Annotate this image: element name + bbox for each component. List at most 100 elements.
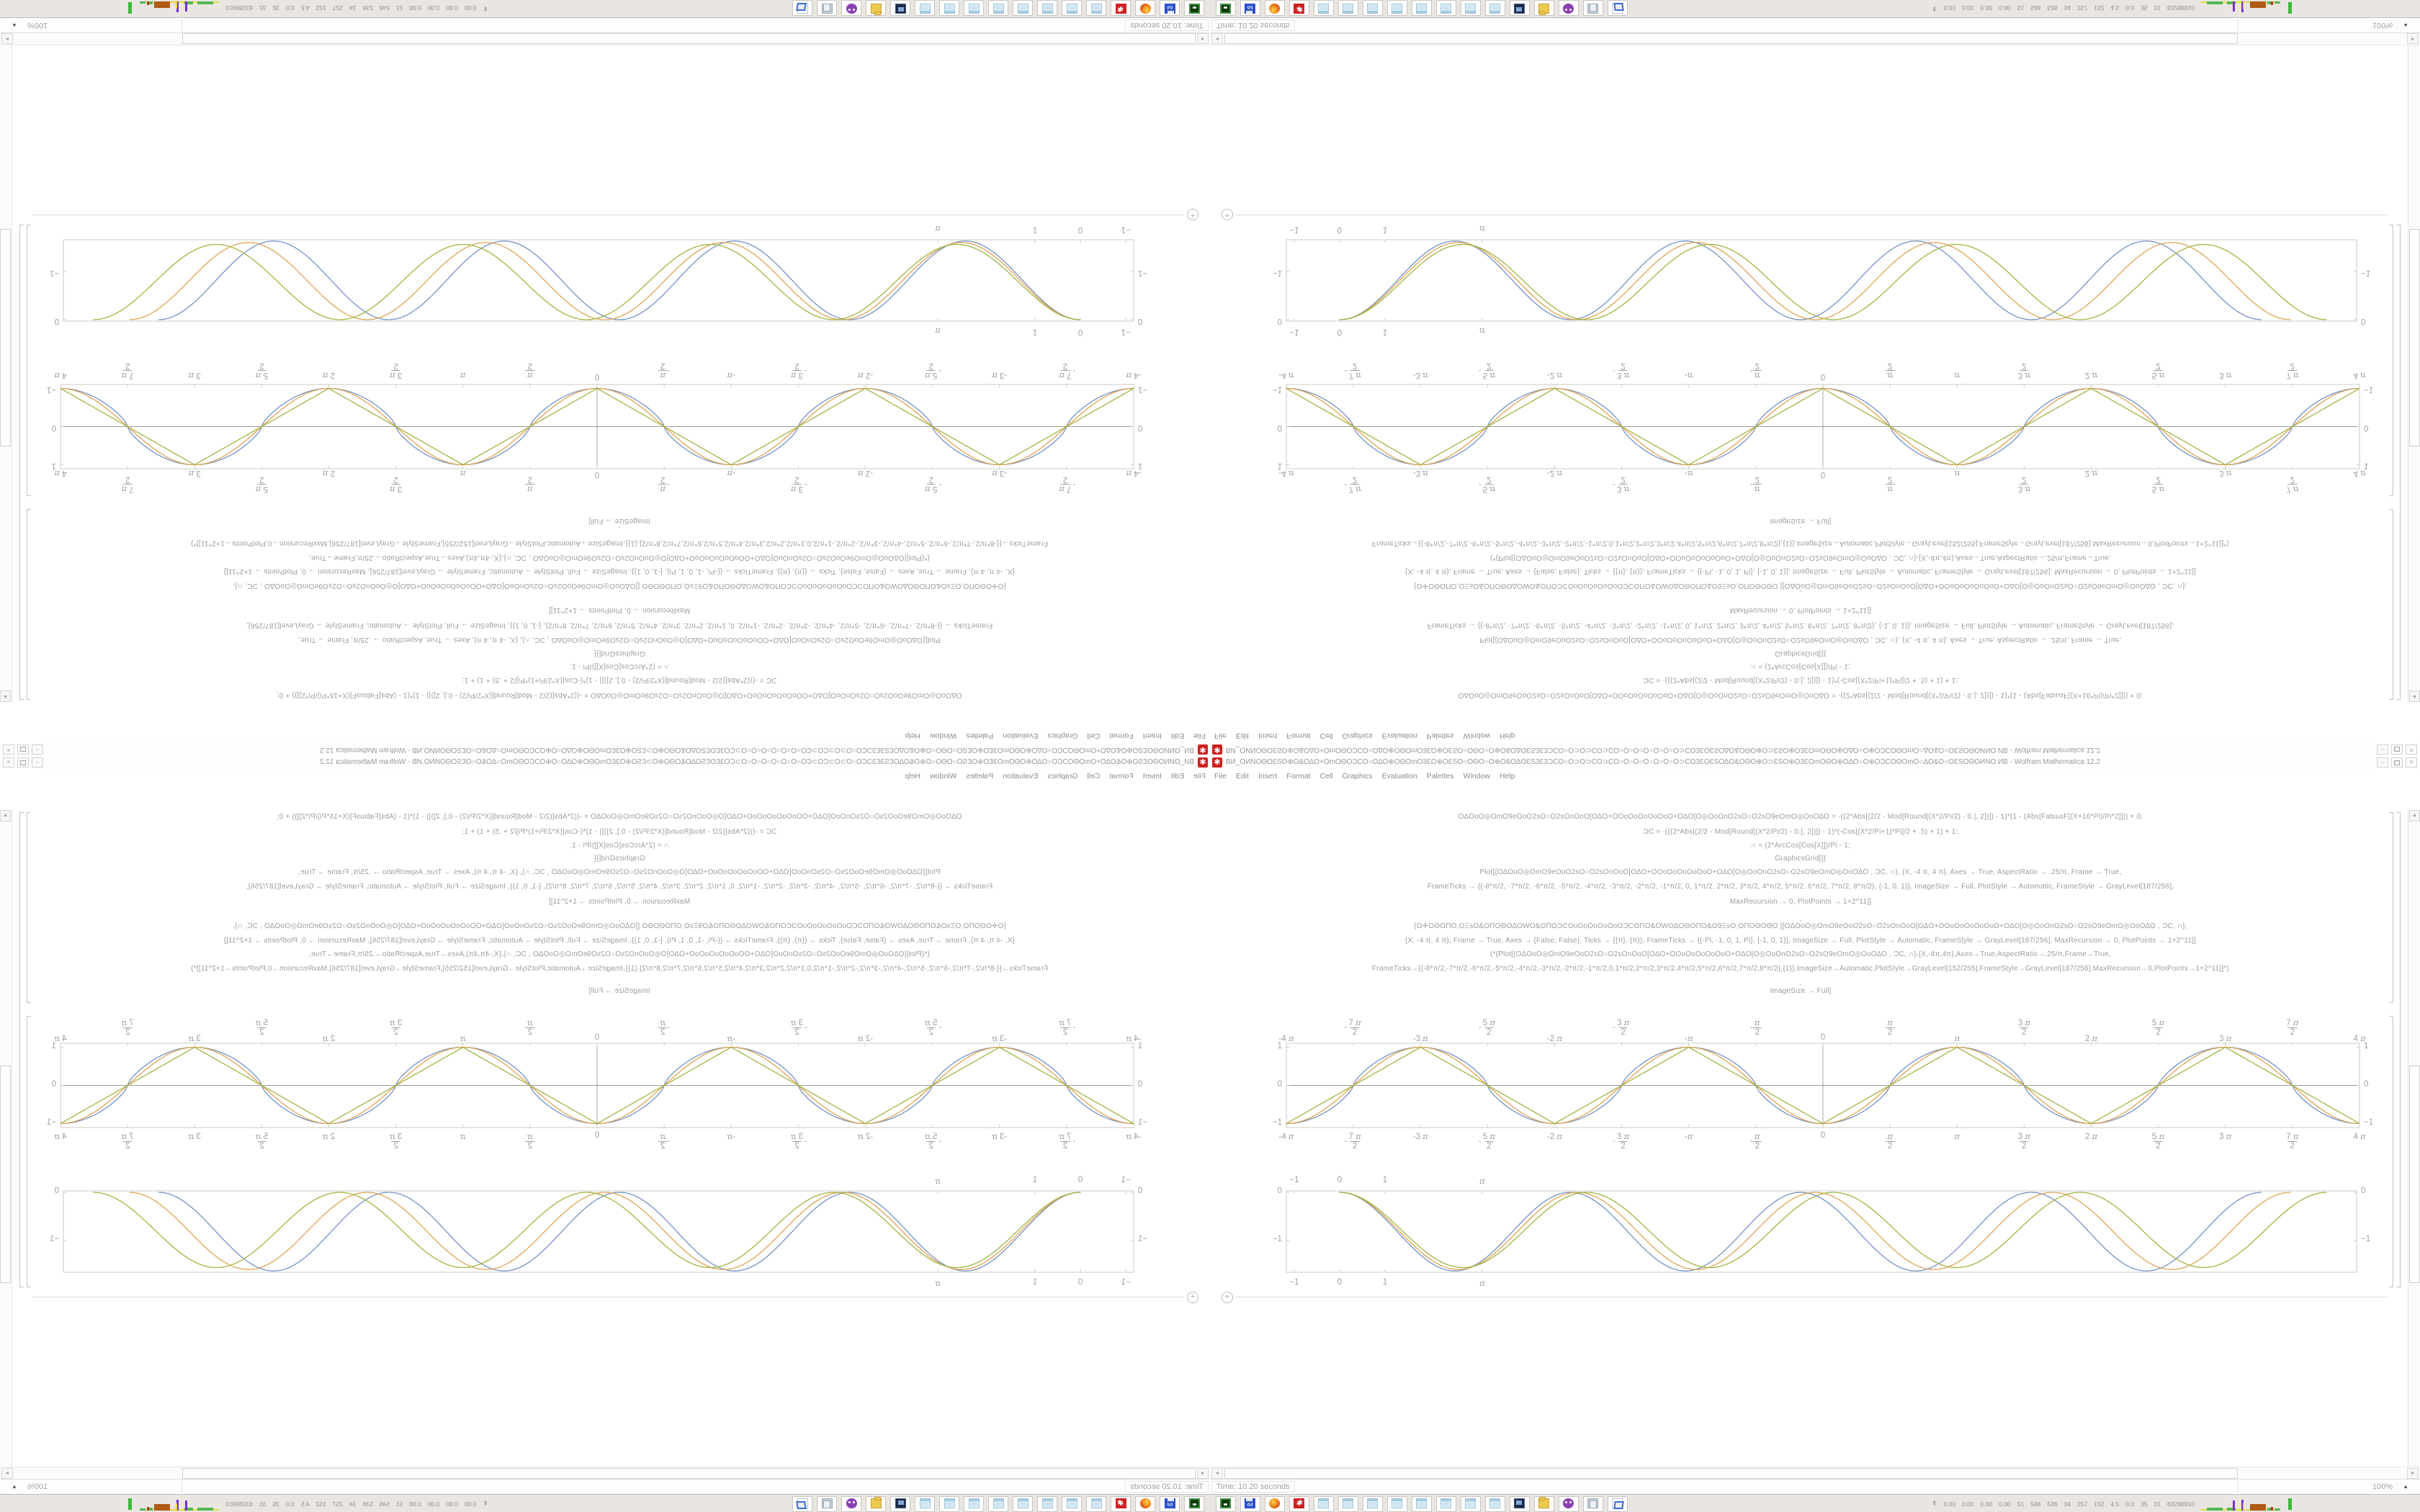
horizontal-scrollbar[interactable]: ◂ ▸ — [0, 32, 1210, 45]
close-button[interactable]: × — [2406, 757, 2417, 768]
vertical-scroll-thumb[interactable] — [0, 229, 11, 446]
menu-edit[interactable]: Edit — [1235, 772, 1250, 780]
taskbar-icon-floppy64[interactable] — [1160, 1496, 1180, 1512]
menu-format[interactable]: Format — [1286, 732, 1311, 740]
horizontal-scrollbar[interactable]: ◂ ▸ — [1210, 32, 2420, 45]
taskbar-icon-chat[interactable] — [841, 1496, 861, 1512]
cell-bracket-input[interactable] — [2389, 812, 2393, 1003]
restore-button[interactable] — [17, 744, 29, 755]
taskbar-icon-notepad[interactable] — [1485, 0, 1505, 16]
minimize-button[interactable]: – — [2377, 757, 2388, 768]
notebook-content[interactable]: ΟΔΟοΟ◎ΟmΟ9eΟοΟ2sΟ○Ο2sΟnΟοΟ[ΟΔΟ+ΟΟοΟοΟοΟο… — [0, 17, 1210, 729]
taskbar-icon-notepad[interactable] — [964, 0, 984, 16]
menu-insert[interactable]: Insert — [1142, 772, 1162, 780]
menu-file[interactable]: File — [1193, 732, 1206, 740]
vertical-scrollbar[interactable]: ▲ ▼ — [0, 810, 12, 1495]
code-line-13[interactable]: , — [1799, 979, 1802, 987]
menu-graphics[interactable]: Graphics — [1047, 772, 1078, 780]
taskbar-icon-window[interactable] — [792, 0, 812, 16]
cell-bracket-input[interactable] — [27, 509, 31, 700]
code-line-14[interactable]: ImageSize → Full] — [1770, 987, 1832, 995]
menu-insert[interactable]: Insert — [1142, 732, 1162, 740]
menu-file[interactable]: File — [1214, 772, 1227, 780]
menu-window[interactable]: Window — [929, 772, 957, 780]
zoom-menu-arrow-icon[interactable]: ▲ — [2403, 1483, 2408, 1490]
taskbar-icon-firefox[interactable] — [1135, 0, 1155, 16]
cell-bracket-output[interactable] — [27, 225, 31, 496]
taskbar-icon-notepad[interactable] — [1086, 1496, 1106, 1512]
menu-file[interactable]: File — [1193, 772, 1206, 780]
taskbar-icon-floppy64[interactable] — [1240, 0, 1260, 16]
cell-bracket-output[interactable] — [2389, 1016, 2393, 1287]
cell-bracket-group[interactable] — [2396, 225, 2401, 700]
taskbar-icon-notepad[interactable] — [1436, 0, 1456, 16]
taskbar-icon-notepad[interactable] — [988, 0, 1008, 16]
taskbar-icon-notepad[interactable] — [1086, 0, 1106, 16]
taskbar-icon-monitor[interactable] — [890, 0, 910, 16]
vertical-scrollbar[interactable]: ▲ ▼ — [0, 17, 12, 702]
taskbar-icon-drive[interactable] — [1216, 0, 1236, 16]
menu-format[interactable]: Format — [1109, 732, 1134, 740]
minimize-button[interactable]: – — [2377, 744, 2388, 755]
scroll-right-icon[interactable]: ▸ — [2407, 1468, 2419, 1479]
taskbar-icon-gear[interactable]: ✱ — [1111, 1496, 1131, 1512]
menu-format[interactable]: Format — [1109, 772, 1134, 780]
taskbar-icon-folder[interactable] — [866, 1496, 886, 1512]
zoom-level[interactable]: 100% — [27, 21, 48, 30]
taskbar-icon-notepad[interactable] — [1338, 1496, 1358, 1512]
menu-palettes[interactable]: Palettes — [1426, 732, 1454, 740]
taskbar-icon-window[interactable] — [1608, 1496, 1628, 1512]
taskbar-icon-floppy64[interactable] — [1240, 1496, 1260, 1512]
restore-button[interactable] — [2391, 744, 2403, 755]
menu-help[interactable]: Help — [905, 772, 920, 780]
taskbar-icon-documents[interactable] — [1583, 1496, 1603, 1512]
menu-insert[interactable]: Insert — [1258, 772, 1278, 780]
taskbar-icon-notepad[interactable] — [1363, 0, 1383, 16]
notebook-content[interactable]: ΟΔΟοΟ◎ΟmΟ9eΟοΟ2sΟ○Ο2sΟnΟοΟ[ΟΔΟ+ΟΟοΟοΟοΟο… — [1210, 17, 2420, 729]
notebook-content[interactable]: ΟΔΟοΟ◎ΟmΟ9eΟοΟ2sΟ○Ο2sΟnΟοΟ[ΟΔΟ+ΟΟοΟοΟοΟο… — [1210, 783, 2420, 1495]
close-button[interactable]: × — [2406, 744, 2417, 755]
taskbar-icon-documents[interactable] — [817, 0, 837, 16]
code-line-3[interactable]: ∩ = (2*ArcCos[Cos[X]])/Pi - 1; — [1751, 842, 1850, 850]
close-button[interactable]: × — [3, 744, 14, 755]
menu-insert[interactable]: Insert — [1258, 732, 1278, 740]
code-line-2[interactable]: ƆC = -(((2*Abs[(2/2 - Mod[Round[(X*2/Pi/… — [1643, 828, 1958, 836]
taskbar-icon-chat[interactable] — [1559, 1496, 1579, 1512]
menu-file[interactable]: File — [1214, 732, 1227, 740]
menu-edit[interactable]: Edit — [1170, 732, 1185, 740]
horizontal-scrollbar[interactable]: ◂ ▸ — [0, 1467, 1210, 1480]
taskbar-icon-notepad[interactable] — [1461, 0, 1481, 16]
menu-edit[interactable]: Edit — [1235, 732, 1250, 740]
menu-cell[interactable]: Cell — [1319, 732, 1333, 740]
code-line-12[interactable]: FrameTicks→{{-8*π/2,-7*π/2,-6*π/2,-5*π/2… — [1371, 965, 2230, 973]
menu-graphics[interactable]: Graphics — [1342, 772, 1373, 780]
vertical-scrollbar[interactable]: ▲ ▼ — [2408, 17, 2420, 702]
taskbar-icon-drive[interactable] — [1216, 1496, 1236, 1512]
taskbar-icon-gear[interactable]: ✱ — [1111, 0, 1131, 16]
menu-format[interactable]: Format — [1286, 772, 1311, 780]
taskbar-icon-drive[interactable] — [1184, 1496, 1204, 1512]
code-line-8[interactable]: , — [1799, 915, 1802, 923]
menu-window[interactable]: Window — [1463, 772, 1491, 780]
taskbar-icon-notepad[interactable] — [1363, 1496, 1383, 1512]
scroll-up-icon[interactable]: ▲ — [2409, 810, 2420, 822]
menu-help[interactable]: Help — [1500, 732, 1515, 740]
cell-bracket-input[interactable] — [2389, 509, 2393, 700]
vertical-scroll-thumb[interactable] — [2409, 229, 2420, 446]
insert-cell-plus-icon[interactable]: + — [1187, 209, 1198, 220]
menu-evaluation[interactable]: Evaluation — [1003, 772, 1039, 780]
zoom-menu-arrow-icon[interactable]: ▲ — [12, 22, 17, 29]
taskbar-icon-monitor[interactable] — [1510, 0, 1530, 16]
menu-help[interactable]: Help — [1500, 772, 1515, 780]
horizontal-scroll-thumb[interactable] — [182, 33, 1196, 44]
scroll-left-icon[interactable]: ◂ — [1197, 1468, 1209, 1479]
taskbar-icon-notepad[interactable] — [1314, 0, 1334, 16]
taskbar-icon-monitor[interactable] — [1510, 1496, 1530, 1512]
taskbar-icon-notepad[interactable] — [915, 1496, 935, 1512]
scroll-right-icon[interactable]: ▸ — [1, 33, 13, 44]
horizontal-scrollbar[interactable]: ◂ ▸ — [1210, 1467, 2420, 1480]
taskbar-icon-notepad[interactable] — [1412, 0, 1432, 16]
scroll-up-icon[interactable]: ▲ — [0, 810, 11, 822]
taskbar-icon-notepad[interactable] — [1062, 0, 1082, 16]
taskbar-icon-monitor[interactable] — [890, 1496, 910, 1512]
